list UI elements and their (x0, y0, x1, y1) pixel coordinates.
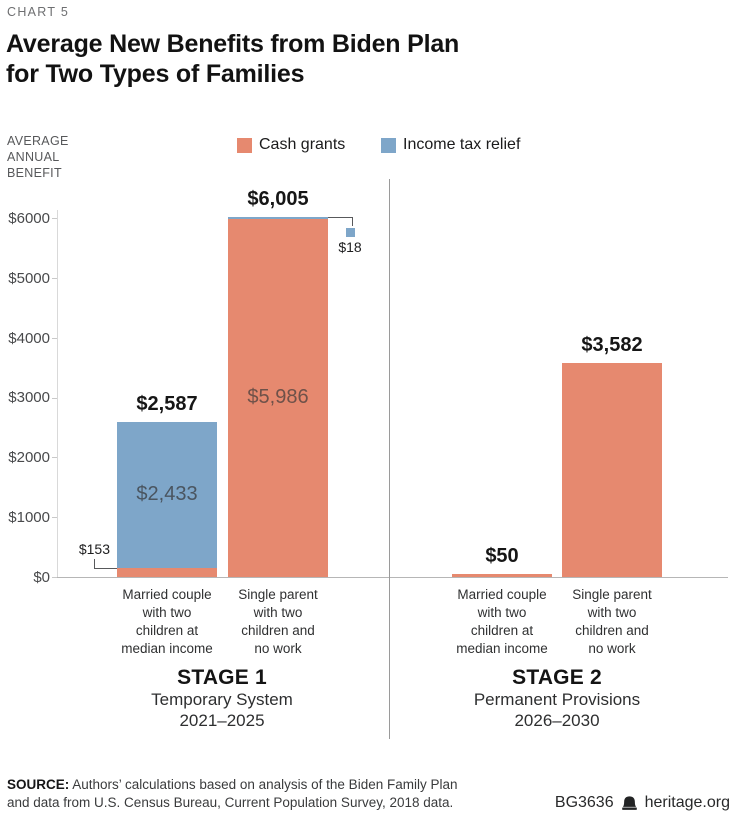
source-line1: SOURCE: Authors’ calculations based on a… (7, 777, 458, 792)
heritage-site-label: heritage.org (644, 794, 730, 811)
legend-label-cash-grants: Cash grants (259, 136, 346, 153)
y-tick-label: $1000 (8, 509, 50, 526)
cash-grants-swatch (237, 137, 252, 153)
stage2-years: 2026–2030 (514, 711, 600, 730)
bar-total-label: $50 (485, 545, 519, 567)
y-axis-tickmark (52, 517, 57, 519)
y-axis-tickmark (52, 457, 57, 459)
source-note: SOURCE: Authors’ calculations based on a… (7, 776, 517, 811)
income-tax-relief-swatch (381, 137, 396, 153)
callout-label: $18 (338, 238, 362, 255)
bar-total-label: $3,582 (581, 333, 643, 356)
y-axis-line (57, 210, 58, 577)
callout-line (94, 559, 95, 568)
source-line2: and data from U.S. Census Bureau, Curren… (7, 794, 454, 810)
category-label: Single parent with two children and no w… (572, 587, 652, 656)
stage-divider-line (389, 179, 390, 739)
bar-segment-cash-grants (452, 574, 552, 577)
y-tick-label: $0 (33, 569, 50, 586)
y-axis-tickmark (52, 397, 57, 399)
bar-segment-cash-grants (228, 218, 328, 577)
legend-item-cash-grants: Cash grants (237, 136, 345, 154)
stage1-title: STAGE 1 (177, 666, 267, 689)
legend-label-income-tax-relief: Income tax relief (403, 136, 521, 153)
category-label: Married couple with two children at medi… (456, 587, 548, 656)
bar-segment-income-tax-relief (117, 422, 217, 568)
y-axis-tickmark (52, 337, 57, 339)
category-label: Married couple with two children at medi… (121, 587, 213, 656)
y-tick-label: $2000 (8, 449, 50, 466)
liberty-bell-icon (621, 795, 638, 812)
legend-item-income-tax-relief: Income tax relief (381, 136, 520, 154)
bar-segment-value-label: $2,433 (136, 483, 198, 506)
footer-brand: BG3636 heritage.org (555, 794, 730, 812)
callout-line (328, 216, 352, 218)
income-tax-relief-marker (346, 227, 355, 237)
callout-line (94, 568, 117, 569)
stage1-years: 2021–2025 (179, 711, 265, 730)
doc-id: BG3636 (554, 794, 614, 811)
y-axis-tickmark (52, 277, 57, 279)
bar-segment-value-label: $5,986 (247, 385, 309, 408)
y-tick-label: $4000 (8, 330, 50, 347)
stage2-title: STAGE 2 (512, 666, 602, 689)
y-tick-label: $5000 (8, 270, 50, 287)
y-tick-label: $3000 (8, 389, 50, 406)
y-axis-unit-label: AVERAGE ANNUAL BENEFIT (7, 134, 69, 180)
x-axis-baseline (57, 577, 728, 578)
callout-line (352, 216, 353, 226)
callout-label: $153 (78, 541, 110, 557)
bar-total-label: $2,587 (136, 393, 198, 416)
chart-title: Average New Benefits from Biden Plan for… (6, 30, 460, 88)
bar-total-label: $6,005 (247, 187, 309, 210)
stage1-subtitle: Temporary System (151, 690, 293, 709)
source-label: SOURCE: (7, 777, 70, 792)
chart-kicker: CHART 5 (7, 5, 70, 19)
stage2-subtitle: Permanent Provisions (473, 690, 641, 709)
bar-segment-cash-grants (117, 567, 217, 577)
y-axis-tickmark (52, 577, 57, 578)
y-tick-label: $6000 (8, 210, 50, 227)
y-axis-tickmark (52, 218, 57, 219)
bar-segment-income-tax-relief (228, 216, 328, 219)
category-label: Single parent with two children and no w… (238, 587, 318, 656)
bar-segment-cash-grants (562, 362, 662, 577)
